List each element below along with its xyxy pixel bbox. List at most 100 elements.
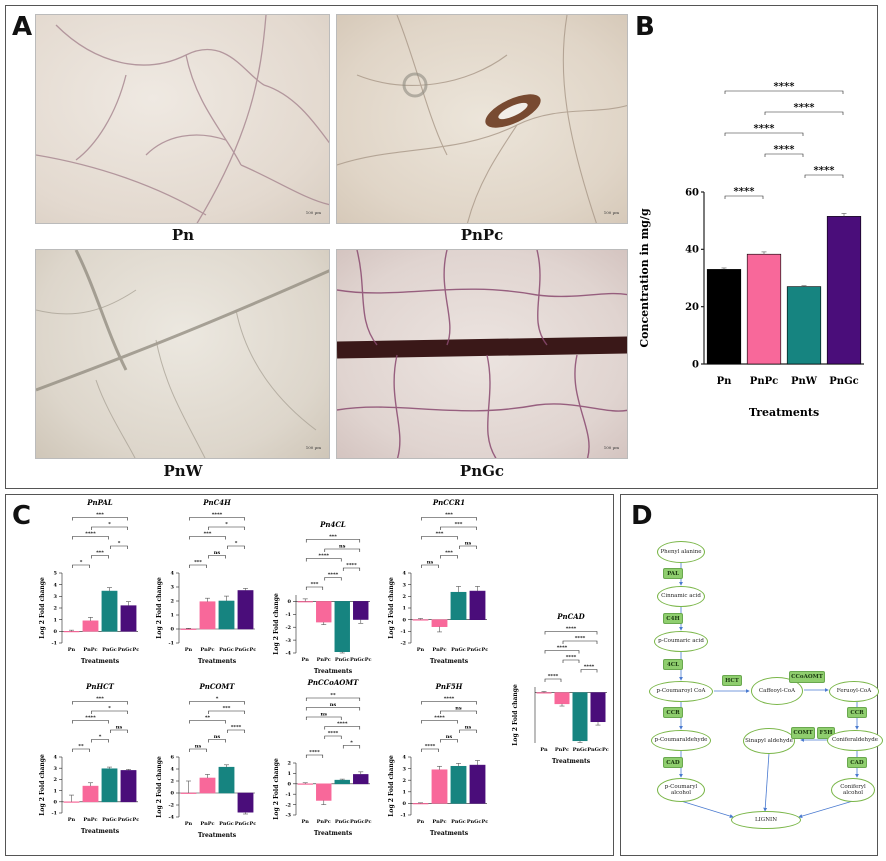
enzyme-ccr-1: CCR: [663, 707, 683, 718]
pnccr1-bar: [469, 590, 486, 620]
pnpal-y-tick-label: 2: [54, 606, 58, 612]
pnc4h-category-label: PnGc: [219, 647, 234, 653]
pncad-bar: [536, 692, 552, 694]
b-bar: [746, 253, 782, 365]
pnccr1-bar: [450, 591, 467, 620]
pnccoaomt-y-tick-label: 0: [288, 781, 292, 787]
pn4cl-sig-label: ****: [346, 563, 357, 569]
pnpal-bar: [120, 605, 137, 632]
pncad-sig-bracket: [580, 669, 598, 673]
pncomt-category-label: PnPc: [200, 821, 214, 827]
pnf5h-sig-label: ****: [425, 744, 436, 750]
pnc4h-y-tick-label: -1: [168, 641, 174, 647]
pncomt-title: PnCOMT: [199, 682, 236, 691]
pnccr1-category-label: Pn: [417, 647, 425, 653]
pnhct-category-label: PnGcPc: [118, 817, 140, 823]
pnc4h-y-tick-label: 2: [171, 599, 175, 605]
pncad-sig-bracket: [544, 631, 598, 635]
pnf5h-sig-bracket: [421, 720, 458, 724]
pnhct-sig-bracket: [72, 748, 90, 752]
b-x-axis-label: Treatments: [749, 406, 819, 419]
pncomt-sig-bracket: [189, 701, 245, 705]
pncad-category-label: PnPc: [555, 747, 569, 753]
pnccr1-y-axis-label: Log 2 Fold change: [388, 577, 395, 639]
pnf5h-bar: [412, 803, 429, 805]
pnpal-bar: [101, 590, 118, 632]
pathway-arrows: [679, 563, 859, 819]
pn4cl-sig-bracket: [342, 567, 361, 571]
pncad-sig-label: ****: [575, 636, 586, 642]
pnccoaomt-bar: [316, 783, 332, 801]
pnccr1-bar: [431, 619, 448, 627]
pnpal-sig-label: *: [118, 541, 121, 547]
pnccoaomt-y-axis-label: Log 2 Fold change: [273, 758, 280, 820]
caption-pn: Pn: [171, 226, 195, 244]
pn4cl-category-label: PnGc: [335, 657, 350, 663]
pnhct-category-label: Pn: [68, 817, 76, 823]
pnccr1-sig-bracket: [421, 564, 439, 568]
pn4cl-y-tick-label: -1: [285, 612, 291, 618]
pncomt-sig-bracket: [189, 748, 207, 752]
panel-d: D Phenyl alanine PAL Cinnamic acid C4H p…: [620, 494, 883, 856]
b-y-tick-label: 40: [685, 245, 699, 256]
pnc4h-sig-bracket: [208, 555, 226, 559]
pnccr1-sig-label: ***: [445, 512, 453, 518]
pnccoaomt-category-label: PnGcPc: [350, 819, 372, 825]
pnc4h-sig-label: ***: [204, 531, 212, 537]
b-sig-bracket: [804, 174, 844, 178]
pncomt-sig-bracket: [189, 720, 226, 724]
pnhct-category-label: PnGc: [102, 817, 117, 823]
pnpal-y-tick-label: -1: [51, 641, 57, 647]
micrograph-pnw: 100 µm: [35, 249, 330, 459]
pn4cl-sig-bracket: [305, 558, 342, 562]
pn4cl-x-axis-label: Treatments: [314, 668, 353, 675]
pnhct-bar: [101, 768, 118, 803]
pn4cl-title: Pn4CL: [319, 520, 346, 529]
chart-pnhct: PnHCT -1 0 1 2 3 4 Pn PnPc PnGc PnGcPc Treatments Lo…: [39, 682, 139, 835]
enzyme-cad-1: CAD: [663, 757, 683, 768]
pn4cl-bar: [353, 601, 369, 620]
pncomt-sig-bracket: [208, 710, 245, 714]
pnccoaomt-sig-label: ns: [330, 702, 337, 708]
b-sig-bracket: [724, 195, 764, 199]
b-y-tick-label: 0: [692, 359, 699, 370]
pnccoaomt-y-tick-label: 1: [288, 771, 291, 777]
pnc4h-category-label: PnGcPc: [235, 647, 257, 653]
b-sig-label: ****: [774, 82, 796, 93]
pnf5h-y-tick-label: -1: [400, 813, 406, 819]
pnhct-sig-label: ns: [116, 725, 123, 731]
pn4cl-sig-bracket: [305, 539, 361, 543]
b-category-label: PnPc: [750, 376, 778, 387]
pnccr1-sig-label: ***: [436, 531, 444, 537]
vein-pattern-pn: [36, 15, 329, 223]
pncomt-x-axis-label: Treatments: [198, 832, 237, 839]
pnhct-y-tick-label: 1: [54, 788, 57, 794]
pnhct-y-tick-label: 2: [54, 777, 58, 783]
pnhct-sig-label: ***: [96, 696, 104, 702]
pnccoaomt-sig-label: **: [330, 693, 336, 699]
pnccr1-category-label: PnPc: [432, 647, 446, 653]
pncomt-category-label: PnGcPc: [235, 821, 257, 827]
pncomt-y-tick-label: -4: [168, 815, 174, 821]
pnpal-sig-bracket: [91, 555, 109, 559]
chart-pnccr1: PnCCR1 -2 -1 0 1 2 3 4 Pn PnPc PnGc PnGcPc Treatment…: [388, 498, 488, 665]
pnccoaomt-bar: [297, 783, 313, 785]
enzyme-ccoaomt: CCoAOMT: [789, 671, 825, 683]
pnccoaomt-y-tick-label: -3: [285, 813, 291, 819]
enzyme-comt: COMT: [791, 727, 815, 739]
pn4cl-sig-label: ***: [311, 582, 319, 588]
pnpal-y-tick-label: 3: [54, 594, 58, 600]
b-sig-label: ****: [794, 103, 816, 114]
pnf5h-y-tick-label: 1: [403, 789, 406, 795]
node-p-coumaroyl-coa: p-Coumaroyl CoA: [649, 681, 713, 702]
chart-pncad: PnCAD Pn PnPc PnGc PnGcPc Treatments Log 2 Fol…: [512, 612, 609, 765]
b-sig-label: ****: [754, 124, 776, 135]
pnccoaomt-sig-bracket: [305, 707, 361, 711]
node-sinapyl-aldehyde: Sinapyl aldehyde: [743, 728, 795, 754]
vein-pattern-pnpc: [337, 15, 627, 223]
pnpal-category-label: PnGcPc: [118, 647, 140, 653]
pncad-sig-bracket: [544, 650, 580, 654]
pnccoaomt-sig-label: ****: [309, 750, 320, 756]
pnhct-title: PnHCT: [85, 682, 115, 691]
